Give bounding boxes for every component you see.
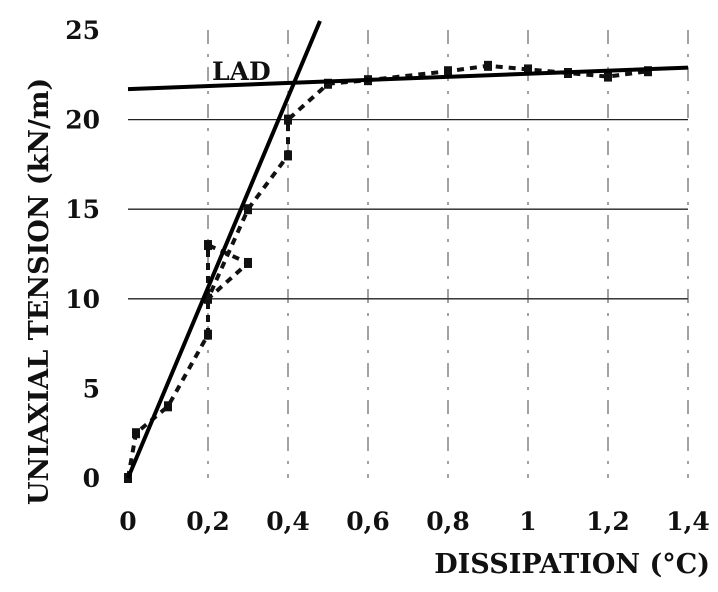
data-point	[484, 60, 492, 71]
x-tick-label: 1,2	[586, 507, 630, 536]
x-axis-title: DISSIPATION (°C)	[434, 549, 710, 580]
lad-annotation: LAD	[212, 57, 271, 86]
data-point	[284, 114, 292, 125]
data-point	[244, 257, 252, 268]
grid-layer	[128, 30, 689, 478]
x-tick-label: 0	[119, 507, 136, 536]
initial-slope-line	[126, 20, 322, 479]
y-axis-title: UNIAXIAL TENSION (kN/m)	[24, 78, 55, 505]
series-layer	[124, 20, 689, 483]
lad-line	[127, 65, 689, 92]
data-point	[132, 428, 140, 439]
data-point	[244, 204, 252, 215]
y-tick-label: 25	[65, 16, 100, 45]
data-point	[284, 150, 292, 161]
data-point	[204, 240, 212, 251]
y-tick-label: 5	[83, 374, 100, 403]
y-tick-label: 15	[65, 195, 100, 224]
data-curve	[126, 63, 649, 479]
data-point	[524, 64, 532, 75]
data-point	[444, 66, 452, 77]
x-tick-label: 0,8	[426, 507, 470, 536]
x-tick-label: 1,4	[666, 507, 710, 536]
data-point	[644, 66, 652, 77]
x-tick-label: 1	[519, 507, 536, 536]
y-tick-label: 10	[65, 285, 100, 314]
x-tick-label: 0,2	[186, 507, 230, 536]
x-tick-label: 0,4	[266, 507, 310, 536]
x-tick-label: 0,6	[346, 507, 390, 536]
y-tick-label: 20	[65, 106, 100, 135]
data-point	[324, 78, 332, 89]
tick-labels: 0 0,2 0,4 0,6 0,8 1 1,2 1,4 0 5 10 15 20 25	[65, 16, 710, 536]
data-point	[164, 401, 172, 412]
data-point	[604, 71, 612, 82]
data-point	[204, 293, 212, 304]
data-point	[204, 329, 212, 340]
y-tick-label: 0	[83, 464, 100, 493]
